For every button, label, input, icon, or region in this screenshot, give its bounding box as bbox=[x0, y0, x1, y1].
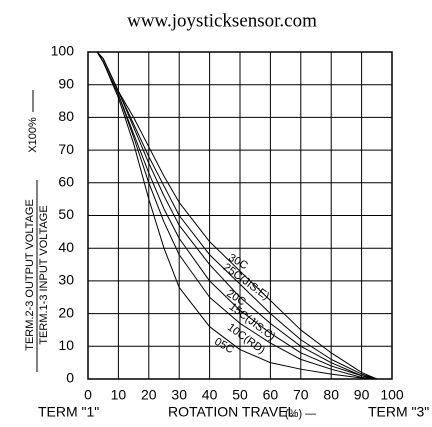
y-tick-label: 50 bbox=[58, 206, 74, 222]
y-tick-label: 70 bbox=[58, 141, 74, 157]
y-tick-label: 40 bbox=[58, 239, 74, 255]
plot-frame bbox=[87, 51, 393, 380]
x-tick-label: 50 bbox=[232, 387, 248, 403]
x-tick-label: 70 bbox=[293, 387, 309, 403]
x-start-label: TERM "1" bbox=[38, 404, 99, 420]
chart-title: www.joysticksensor.com bbox=[127, 10, 317, 31]
x-tick-label: 80 bbox=[323, 387, 339, 403]
x-unit: (%) — bbox=[285, 408, 316, 420]
x-label: ROTATION TRAVEL bbox=[168, 404, 296, 420]
curve bbox=[88, 51, 392, 380]
y-tick-label: 90 bbox=[58, 75, 74, 91]
x-tick-label: 0 bbox=[84, 387, 92, 403]
x-tick-label: 30 bbox=[171, 387, 187, 403]
x-tick-label: 40 bbox=[202, 387, 218, 403]
x-tick-label: 60 bbox=[263, 387, 279, 403]
series-label: 05C bbox=[212, 336, 236, 357]
y-tick-label: 0 bbox=[66, 370, 74, 386]
y-tick-label: 10 bbox=[58, 337, 74, 353]
y-label-numerator: TERM.2-3 OUTPUT VOLTAGE bbox=[24, 199, 36, 351]
y-tick-label: 80 bbox=[58, 108, 74, 124]
y-tick-label: 30 bbox=[58, 272, 74, 288]
x-tick-label: 90 bbox=[354, 387, 370, 403]
x-tick-label: 100 bbox=[380, 387, 404, 403]
y-tick-label: 20 bbox=[58, 304, 74, 320]
x-tick-label: 20 bbox=[141, 387, 157, 403]
y-tick-label: 60 bbox=[58, 174, 74, 190]
curve bbox=[88, 51, 392, 380]
x-end-label: TERM "3" bbox=[368, 404, 429, 420]
y-tick-label: 100 bbox=[51, 43, 75, 59]
curve bbox=[88, 51, 392, 380]
y-label-unit: X100% bbox=[27, 117, 39, 153]
y-label-denominator: TERM.1-3 INPUT VOLTAGE bbox=[38, 205, 50, 344]
x-tick-label: 10 bbox=[111, 387, 127, 403]
